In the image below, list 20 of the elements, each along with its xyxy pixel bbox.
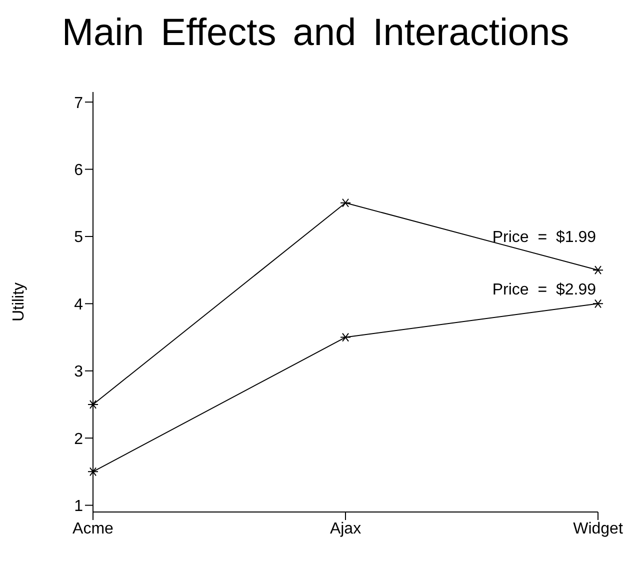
- x-tick-label: Widget: [573, 520, 624, 538]
- series-label: Price = $2.99: [492, 282, 596, 299]
- y-tick-label: 3: [74, 364, 84, 381]
- y-axis-title: Utility: [10, 282, 28, 322]
- x-tick-label: Ajax: [330, 520, 362, 538]
- y-tick-label: 1: [74, 498, 84, 515]
- y-tick-label: 4: [74, 296, 84, 314]
- y-tick-label: 2: [74, 430, 84, 448]
- y-tick-label: 7: [74, 94, 84, 112]
- y-tick-label: 5: [74, 229, 84, 246]
- series-label: Price = $1.99: [492, 229, 596, 246]
- point: [88, 400, 98, 409]
- point: [592, 266, 604, 275]
- point: [592, 299, 604, 308]
- y-tick-label: 6: [74, 162, 84, 179]
- point: [340, 198, 351, 208]
- point: [340, 332, 351, 342]
- chart-title: Main Effects and Interactions: [60, 11, 570, 56]
- x-tick-label: Acme: [72, 520, 114, 538]
- point: [88, 467, 98, 476]
